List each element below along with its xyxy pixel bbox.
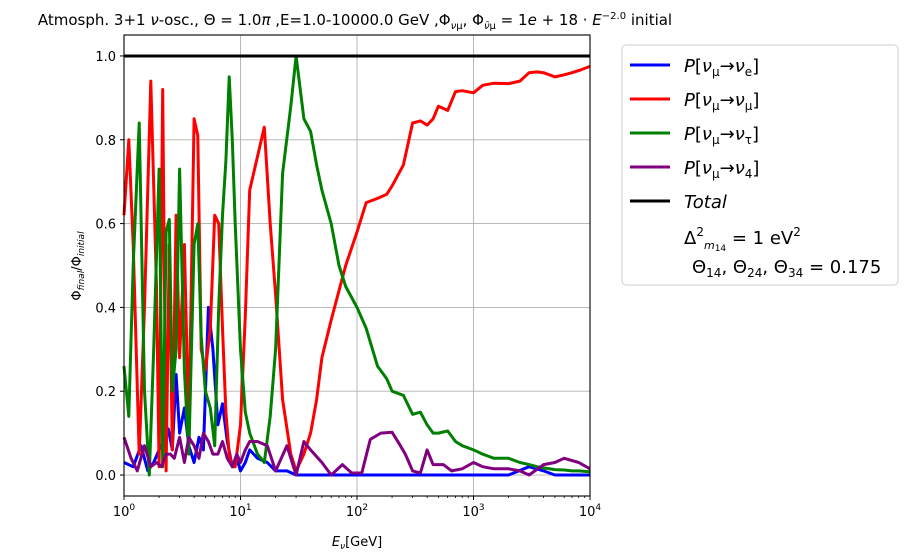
x-tick-label: 104	[579, 503, 602, 520]
x-tick-label: 102	[346, 503, 368, 520]
series-line-Pμμ	[122, 64, 591, 473]
legend-angle-text: Θ14, Θ24, Θ34 = 0.175	[692, 257, 881, 280]
x-tick-label: 103	[462, 503, 484, 520]
x-axis-ticks: 100 101 102 103 104	[113, 496, 602, 520]
y-axis-ticks: 0.0 0.2 0.4 0.6 0.8 1.0	[95, 50, 124, 484]
y-tick-label: 1.0	[95, 50, 116, 65]
x-tick-label: 101	[229, 503, 251, 520]
y-axis-label: Φfinal/Φinitial	[70, 231, 87, 301]
legend-frame	[621, 44, 899, 286]
series-lines	[122, 54, 591, 477]
legend-label: P[νμ→νμ]	[684, 90, 759, 113]
series-line-Pμτ	[122, 54, 591, 477]
legend: P[νμ→νe]P[νμ→νμ]P[νμ→ντ]P[νμ→ν4]Total Δ2…	[621, 44, 899, 286]
y-tick-label: 0.0	[95, 469, 116, 484]
legend-label: Total	[684, 192, 727, 213]
y-tick-label: 0.2	[95, 385, 116, 400]
legend-label: P[νμ→νe]	[684, 56, 759, 79]
y-tick-label: 0.8	[95, 134, 116, 149]
legend-label: P[νμ→ν4]	[684, 158, 759, 181]
y-tick-label: 0.4	[95, 301, 116, 316]
x-axis-label: Eν[GeV]	[332, 535, 382, 552]
legend-label: P[νμ→ντ]	[684, 124, 759, 147]
x-tick-label: 100	[113, 503, 136, 520]
series-line-Pμ4	[122, 430, 591, 477]
y-tick-label: 0.6	[95, 218, 116, 233]
chart-title: Atmosph. 3+1 ν-osc., Θ = 1.0π ,E=1.0-100…	[38, 11, 672, 32]
